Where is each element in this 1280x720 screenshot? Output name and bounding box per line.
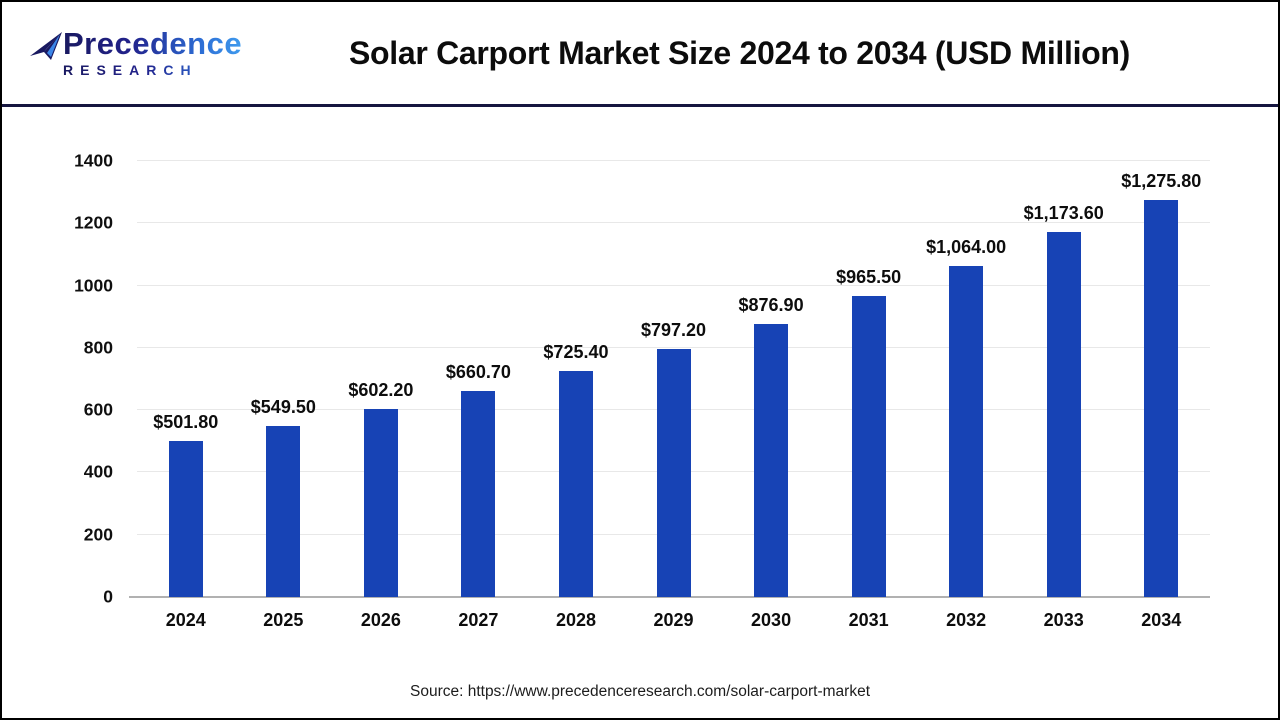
bar-value-label: $501.80 bbox=[153, 411, 219, 432]
bar-value-label: $549.50 bbox=[250, 396, 316, 417]
bar-value-label: $1,064.00 bbox=[926, 236, 1007, 257]
bar-column: $1,275.80 bbox=[1112, 161, 1210, 597]
logo-wordmark: Precedence bbox=[63, 25, 243, 61]
bar-value-label: $1,173.60 bbox=[1023, 202, 1104, 223]
bar-column: $1,064.00 bbox=[917, 161, 1015, 597]
gridline bbox=[137, 160, 1210, 161]
gridline bbox=[137, 222, 1210, 224]
bar-value-label: $602.20 bbox=[348, 380, 414, 401]
bar-column: $797.20 bbox=[625, 161, 723, 597]
bar-value-label: $797.20 bbox=[640, 319, 707, 340]
source-text: Source: https://www.precedenceresearch.c… bbox=[409, 683, 870, 700]
x-axis-tick-label: 2026 bbox=[360, 610, 401, 630]
y-axis-tick-label: 1400 bbox=[74, 150, 113, 171]
bar bbox=[851, 296, 886, 597]
gridline bbox=[137, 346, 1210, 348]
bar-column: $660.70 bbox=[430, 161, 528, 597]
bar bbox=[168, 440, 203, 597]
bar-chart: 0 200 400 600 800 1000 1200 1400 $501.80 $549.50… bbox=[2, 107, 1278, 717]
y-axis-tick-label: 1200 bbox=[74, 212, 113, 233]
x-axis-tick-label: 2031 bbox=[848, 610, 889, 630]
bar-column: $549.50 bbox=[235, 161, 333, 597]
x-axis-baseline bbox=[129, 596, 1210, 598]
x-axis-tick-label: 2032 bbox=[946, 610, 987, 630]
header: Precedence RESEARCH Solar Carport Market… bbox=[2, 2, 1278, 107]
y-axis-tick-label: 1000 bbox=[74, 275, 113, 296]
paper-plane-icon bbox=[30, 31, 62, 60]
y-axis-tick-label: 800 bbox=[83, 337, 113, 358]
bar-column: $501.80 bbox=[137, 161, 235, 597]
plot-area: 0 200 400 600 800 1000 1200 1400 $501.80 $549.50… bbox=[74, 151, 1210, 630]
x-axis-tick-label: 2028 bbox=[555, 610, 596, 630]
x-axis-tick-label: 2034 bbox=[1141, 610, 1182, 630]
bar bbox=[754, 323, 789, 597]
bar-column: $965.50 bbox=[820, 161, 918, 597]
x-axis-tick-labels: 2024 2025 2026 2027 2028 2029 2030 2031 2032 2033… bbox=[137, 610, 1210, 631]
bar-column: $1,173.60 bbox=[1015, 161, 1113, 597]
bar bbox=[558, 371, 593, 597]
bar-column: $602.20 bbox=[332, 161, 430, 597]
x-axis-tick-label: 2029 bbox=[653, 610, 694, 630]
y-axis-tick-label: 600 bbox=[83, 399, 113, 420]
bar bbox=[266, 425, 301, 597]
bar bbox=[656, 348, 691, 597]
bar bbox=[1046, 231, 1081, 597]
bars-container: $501.80 $549.50 $602.20 $660.70 $725.40 $797.… bbox=[137, 161, 1210, 597]
logo-subtitle: RESEARCH bbox=[63, 62, 242, 78]
bar bbox=[363, 409, 398, 597]
bar bbox=[949, 265, 984, 597]
x-axis-tick-label: 2033 bbox=[1043, 610, 1084, 630]
bar bbox=[461, 391, 496, 597]
bar-value-label: $1,275.80 bbox=[1121, 170, 1202, 191]
bar-value-label: $725.40 bbox=[543, 342, 609, 363]
bar-value-label: $876.90 bbox=[738, 294, 804, 315]
x-axis-tick-label: 2024 bbox=[165, 610, 206, 630]
x-axis-tick-label: 2030 bbox=[751, 610, 792, 630]
y-axis-tick-label: 200 bbox=[83, 524, 113, 545]
x-axis-tick-label: 2027 bbox=[458, 610, 499, 630]
bar-value-label: $660.70 bbox=[445, 362, 511, 383]
bar-column: $725.40 bbox=[527, 161, 625, 597]
bar-value-label: $965.50 bbox=[836, 267, 902, 288]
y-axis-tick-label: 0 bbox=[103, 586, 113, 607]
bar bbox=[1144, 199, 1179, 597]
y-axis-tick-label: 400 bbox=[83, 461, 113, 482]
bar-column: $876.90 bbox=[722, 161, 820, 597]
x-axis-tick-label: 2025 bbox=[263, 610, 304, 630]
brand-logo: Precedence RESEARCH bbox=[26, 27, 242, 78]
gridline bbox=[137, 284, 1210, 286]
logo-text: Precedence RESEARCH bbox=[63, 25, 243, 78]
chart-title: Solar Carport Market Size 2024 to 2034 (… bbox=[348, 34, 1131, 71]
